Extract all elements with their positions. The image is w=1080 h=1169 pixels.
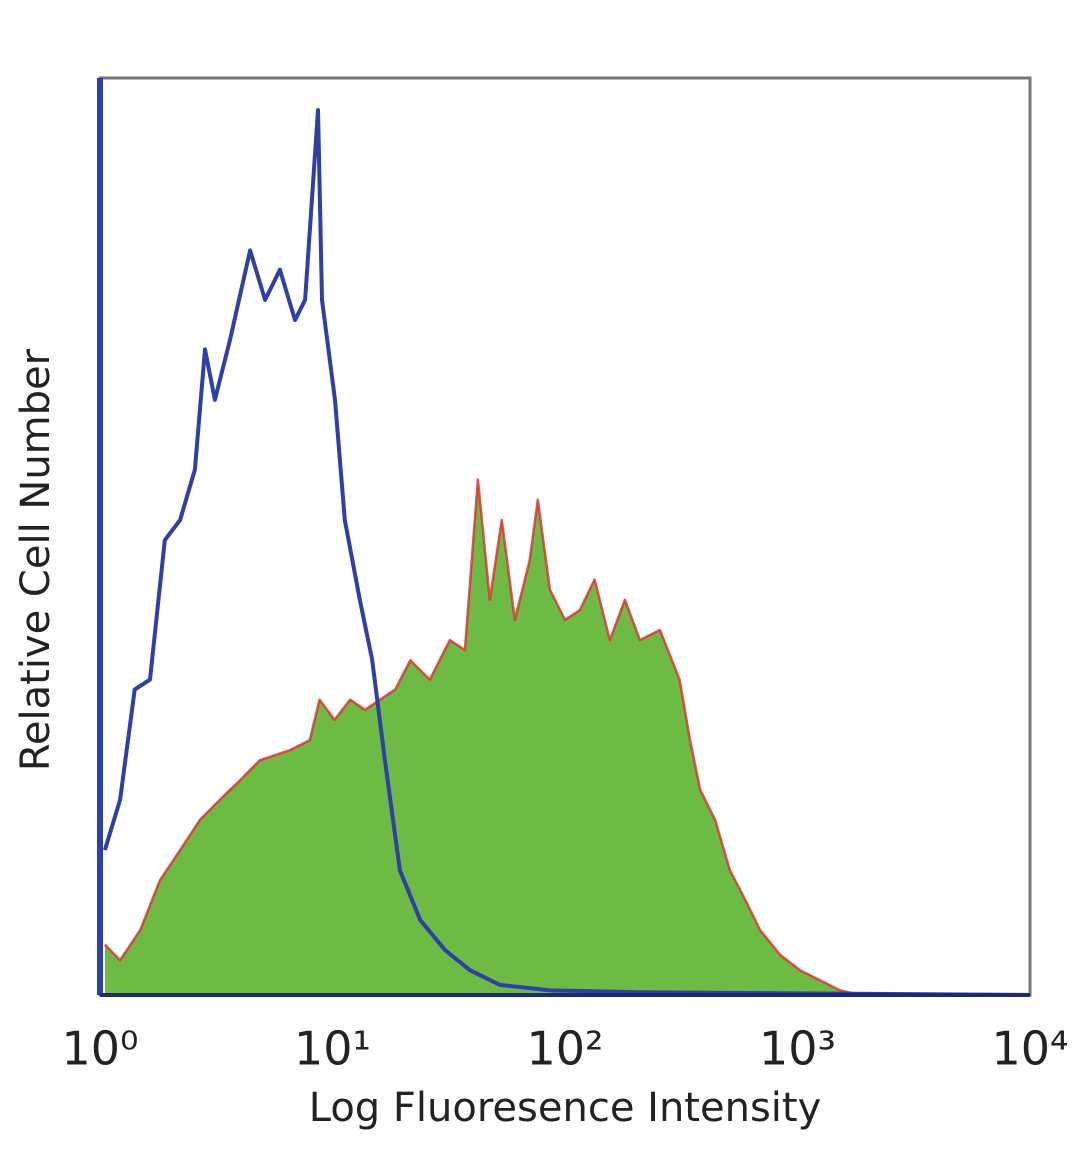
x-tick-label: 10³ <box>759 1022 836 1076</box>
y-axis-label: Relative Cell Number <box>13 348 59 771</box>
histogram-area <box>104 479 1030 996</box>
x-tick-label: 10² <box>527 1022 604 1076</box>
x-axis-label: Log Fluoresence Intensity <box>309 1085 822 1131</box>
x-tick-label: 10⁴ <box>992 1022 1069 1076</box>
histogram-line <box>102 108 1031 997</box>
histogram-outline <box>104 478 1030 997</box>
x-tick-label: 10⁰ <box>62 1022 139 1076</box>
x-tick-label: 10¹ <box>294 1022 371 1076</box>
